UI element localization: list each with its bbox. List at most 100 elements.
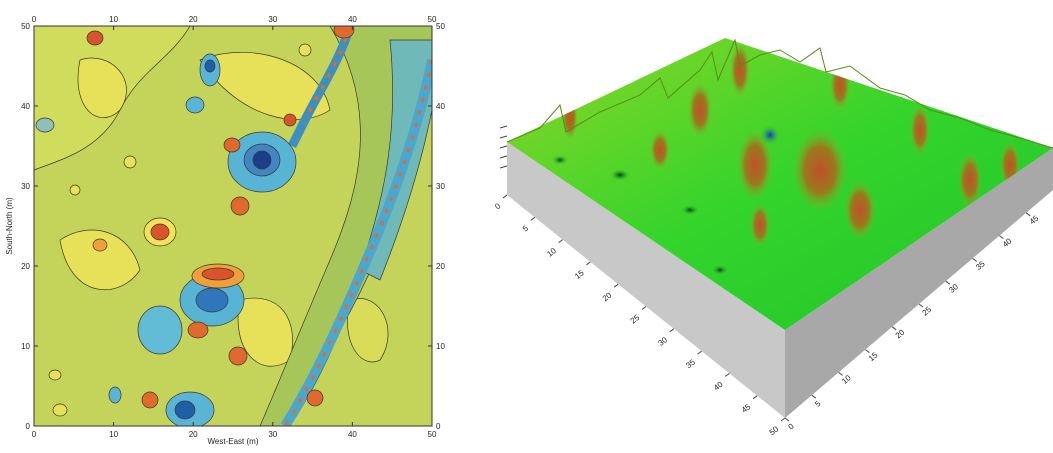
- surface-x-tick-label: 20: [601, 290, 614, 303]
- map-y-tick-label-right: 30: [436, 182, 445, 191]
- map-x-tick-label-top: 10: [109, 15, 118, 24]
- contour-fill: [34, 26, 432, 426]
- map-anomaly: [204, 59, 216, 73]
- surface-y-tick: [891, 326, 897, 331]
- map-anomaly: [92, 238, 108, 252]
- surface-peak: [910, 104, 930, 156]
- map-x-axis-title: West-East (m): [208, 437, 259, 446]
- surface-x-tick-label: 50: [768, 424, 781, 437]
- surface-y-tick: [999, 235, 1004, 240]
- surface-x-tick-label: 10: [545, 246, 558, 259]
- surface-peak: [730, 42, 750, 98]
- map-anomaly: [69, 184, 81, 196]
- map-y-tick-label-right: 50: [436, 22, 445, 31]
- map-anomaly: [185, 96, 205, 114]
- surface-peak: [650, 130, 670, 170]
- map-zone: [199, 52, 331, 120]
- map-zone: [303, 26, 352, 121]
- surface-pit: [712, 265, 728, 275]
- surface-x-tick-label: 0: [493, 201, 502, 211]
- surface-z-tick: [499, 135, 508, 139]
- surface-peak: [792, 128, 848, 212]
- surface-x-tick: [586, 261, 591, 266]
- surface-z-tick: [499, 155, 508, 159]
- surface-peak: [688, 82, 712, 138]
- map-y-axis-title: South-North (m): [5, 197, 14, 255]
- surface-pit: [552, 155, 568, 165]
- surface-x-tick-label: 5: [521, 223, 530, 233]
- map-frame: [33, 25, 433, 427]
- surface-z-tick: [499, 165, 508, 169]
- map-x-tick-label: 10: [109, 430, 118, 439]
- map-anomaly: [283, 113, 297, 127]
- surface-x-tick: [530, 216, 536, 221]
- map-y-tick-label-right: 20: [436, 262, 445, 271]
- map-anomaly: [52, 403, 68, 417]
- map-anomaly: [228, 346, 248, 366]
- map-y-tick-label-right: 0: [436, 422, 441, 431]
- surface-left-wall: [507, 142, 785, 418]
- surface-y-tick-label: 5: [813, 399, 823, 409]
- surface-x-tick: [780, 417, 786, 422]
- map-anomaly: [306, 389, 324, 407]
- map-zone: [59, 229, 141, 290]
- surface-y-tick: [784, 417, 790, 422]
- map-y-tick-label: 30: [21, 182, 30, 191]
- map-anomaly: [137, 305, 183, 355]
- map-anomaly: [174, 400, 196, 420]
- map-anomaly: [298, 43, 312, 57]
- map-anomaly: [252, 150, 272, 170]
- map-y-tick-label: 10: [21, 342, 30, 351]
- map-x-tick-label-top: 0: [32, 15, 37, 24]
- surface-y-tick: [918, 303, 924, 308]
- map-anomaly: [187, 321, 209, 339]
- map-x-tick-label-top: 40: [348, 15, 357, 24]
- surface-y-tick: [811, 394, 817, 399]
- surface-x-tick-label: 45: [740, 402, 753, 415]
- map-y-tick-label: 40: [21, 102, 30, 111]
- map-x-tick-label: 30: [268, 430, 277, 439]
- map-y-tick-label-right: 40: [436, 102, 445, 111]
- surface-peak: [562, 96, 578, 140]
- surface-x-tick-label: 25: [629, 313, 642, 326]
- surface-peak: [737, 129, 773, 201]
- surface-peak: [844, 180, 876, 240]
- map-anomaly: [48, 369, 62, 381]
- surface-x-tick: [697, 350, 702, 355]
- surface-silhouette: [506, 38, 1053, 149]
- map-y-tick-label-right: 10: [436, 342, 445, 351]
- surface-x-tick-label: 30: [656, 335, 669, 348]
- surface-right-wall: [785, 148, 1053, 418]
- map-x-tick-label: 0: [32, 430, 37, 439]
- map-anomaly: [333, 26, 355, 39]
- surface-y-tick-label: 0: [787, 421, 797, 431]
- map-zone: [347, 298, 389, 363]
- surface-x-tick: [641, 306, 647, 310]
- surface-x-tick-label: 40: [712, 380, 725, 393]
- surface-pit: [681, 205, 699, 215]
- surface-x-tick-label: 15: [573, 268, 586, 281]
- map-x-tick-label: 40: [348, 430, 357, 439]
- map-x-tick-label: 50: [428, 430, 437, 439]
- surface-y-tick: [972, 257, 977, 262]
- surface-y-tick: [865, 349, 870, 354]
- surface-x-tick: [613, 283, 619, 288]
- map-anomaly: [123, 155, 137, 169]
- surface-x-tick: [558, 239, 563, 244]
- map-anomaly: [201, 267, 235, 281]
- surface-pit: [610, 169, 630, 181]
- map-x-tick-label: 20: [189, 430, 198, 439]
- surface-peak: [958, 152, 982, 208]
- map-zone: [280, 59, 432, 426]
- surface-x-tick: [752, 395, 758, 400]
- surface-trough: [760, 125, 780, 145]
- map-x-tick-label-top: 50: [428, 15, 437, 24]
- surface-x-tick: [725, 372, 730, 377]
- surface-z-tick: [499, 125, 508, 129]
- map-anomaly: [141, 391, 159, 409]
- surface-z-tick: [499, 145, 508, 149]
